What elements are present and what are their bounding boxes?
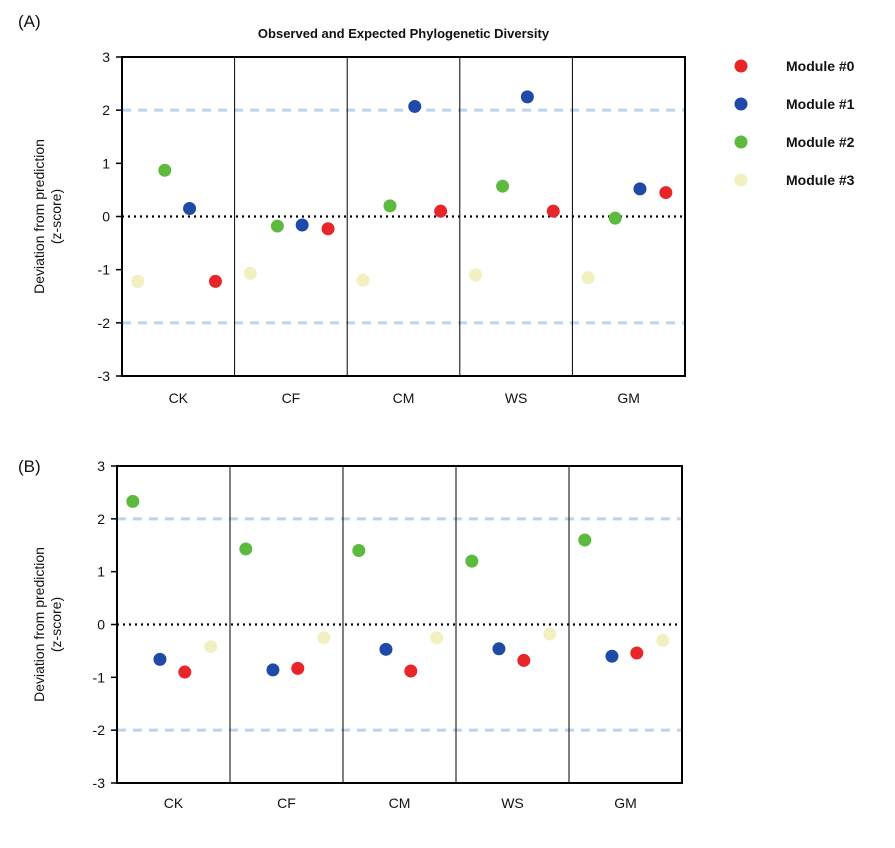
point-module-1-gm bbox=[633, 182, 647, 196]
legend: Module #0 Module #1 Module #2 Module #3 bbox=[734, 58, 855, 188]
category-label: WS bbox=[501, 795, 524, 811]
point-module-3-gm bbox=[581, 271, 595, 285]
point-module-0-gm bbox=[659, 186, 673, 200]
point-module-2-cm bbox=[352, 544, 366, 558]
point-module-3-gm bbox=[656, 633, 670, 647]
point-module-1-ws bbox=[520, 90, 534, 104]
point-module-1-cm bbox=[379, 642, 393, 656]
category-label: GM bbox=[617, 390, 640, 406]
point-module-3-cm bbox=[356, 273, 370, 287]
point-module-3-cm bbox=[430, 631, 444, 645]
point-module-3-ck bbox=[204, 640, 218, 654]
y-tick-label: 1 bbox=[102, 155, 110, 171]
point-module-2-gm bbox=[578, 533, 592, 547]
point-module-2-ws bbox=[465, 554, 479, 568]
y-tick-label: 2 bbox=[97, 511, 105, 527]
y-tick-label: -2 bbox=[93, 722, 106, 738]
y-axis-label-line2: (z-score) bbox=[48, 597, 64, 652]
category-label: CF bbox=[282, 390, 301, 406]
point-module-1-cf bbox=[295, 218, 309, 232]
category-label: CK bbox=[164, 795, 184, 811]
point-module-0-ws bbox=[546, 204, 560, 218]
y-tick-label: -3 bbox=[98, 368, 111, 384]
point-module-0-cm bbox=[434, 204, 448, 218]
legend-label: Module #2 bbox=[786, 134, 855, 150]
y-tick-label: 3 bbox=[102, 49, 110, 65]
panel-label: (B) bbox=[18, 457, 41, 476]
point-module-0-ck bbox=[208, 274, 222, 288]
point-module-3-cf bbox=[243, 266, 257, 280]
point-module-0-gm bbox=[630, 646, 644, 660]
point-module-1-ck bbox=[153, 652, 167, 666]
point-module-3-ws bbox=[543, 627, 557, 641]
point-module-2-ck bbox=[126, 494, 140, 508]
legend-label: Module #0 bbox=[786, 58, 855, 74]
y-tick-label: 3 bbox=[97, 458, 105, 474]
point-module-1-cm bbox=[408, 99, 422, 113]
chart-title: Observed and Expected Phylogenetic Diver… bbox=[258, 26, 550, 41]
legend-marker bbox=[734, 173, 748, 187]
point-module-3-ws bbox=[469, 268, 483, 282]
point-module-0-ws bbox=[517, 653, 531, 667]
y-axis-label: Deviation from prediction(z-score) bbox=[31, 139, 64, 294]
y-tick-label: -3 bbox=[93, 775, 106, 791]
y-axis-label-line2: (z-score) bbox=[48, 189, 64, 244]
y-tick-label: 0 bbox=[97, 617, 105, 633]
point-module-2-cf bbox=[239, 542, 253, 556]
y-axis-label-line1: Deviation from prediction bbox=[31, 139, 47, 294]
category-label: GM bbox=[614, 795, 637, 811]
point-module-1-cf bbox=[266, 663, 280, 677]
point-module-2-cf bbox=[270, 219, 284, 233]
panel-a: (A) Observed and Expected Phylogenetic Di… bbox=[18, 12, 686, 406]
category-label: CM bbox=[393, 390, 415, 406]
y-axis-label: Deviation from prediction(z-score) bbox=[31, 547, 64, 702]
y-tick-label: -1 bbox=[98, 262, 111, 278]
legend-label: Module #3 bbox=[786, 172, 855, 188]
legend-marker bbox=[734, 135, 748, 149]
point-module-3-cf bbox=[317, 631, 331, 645]
panel-b: (B) 3 2 1 0 -1 -2 -3 Deviation from prediction(z… bbox=[18, 457, 683, 811]
category-label: CM bbox=[389, 795, 411, 811]
legend-marker bbox=[734, 59, 748, 73]
point-module-2-ws bbox=[496, 179, 510, 193]
point-module-0-ck bbox=[178, 665, 192, 679]
y-tick-label: 1 bbox=[97, 564, 105, 580]
point-module-0-cf bbox=[321, 222, 335, 236]
y-tick-label: -1 bbox=[93, 669, 106, 685]
point-module-2-ck bbox=[158, 163, 172, 177]
y-axis-label-line1: Deviation from prediction bbox=[31, 547, 47, 702]
legend-marker bbox=[734, 97, 748, 111]
point-module-0-cm bbox=[404, 664, 418, 678]
point-module-3-ck bbox=[131, 274, 145, 288]
category-label: CK bbox=[169, 390, 189, 406]
point-module-1-ck bbox=[183, 202, 197, 216]
point-module-1-ws bbox=[492, 642, 506, 656]
category-label: CF bbox=[277, 795, 296, 811]
y-tick-label: 0 bbox=[102, 209, 110, 225]
panel-label: (A) bbox=[18, 12, 41, 31]
category-label: WS bbox=[505, 390, 528, 406]
point-module-1-gm bbox=[605, 649, 619, 663]
legend-label: Module #1 bbox=[786, 96, 855, 112]
point-module-2-cm bbox=[383, 199, 397, 213]
point-module-0-cf bbox=[291, 661, 305, 675]
y-tick-label: -2 bbox=[98, 315, 111, 331]
point-module-2-gm bbox=[608, 211, 622, 225]
y-tick-label: 2 bbox=[102, 102, 110, 118]
